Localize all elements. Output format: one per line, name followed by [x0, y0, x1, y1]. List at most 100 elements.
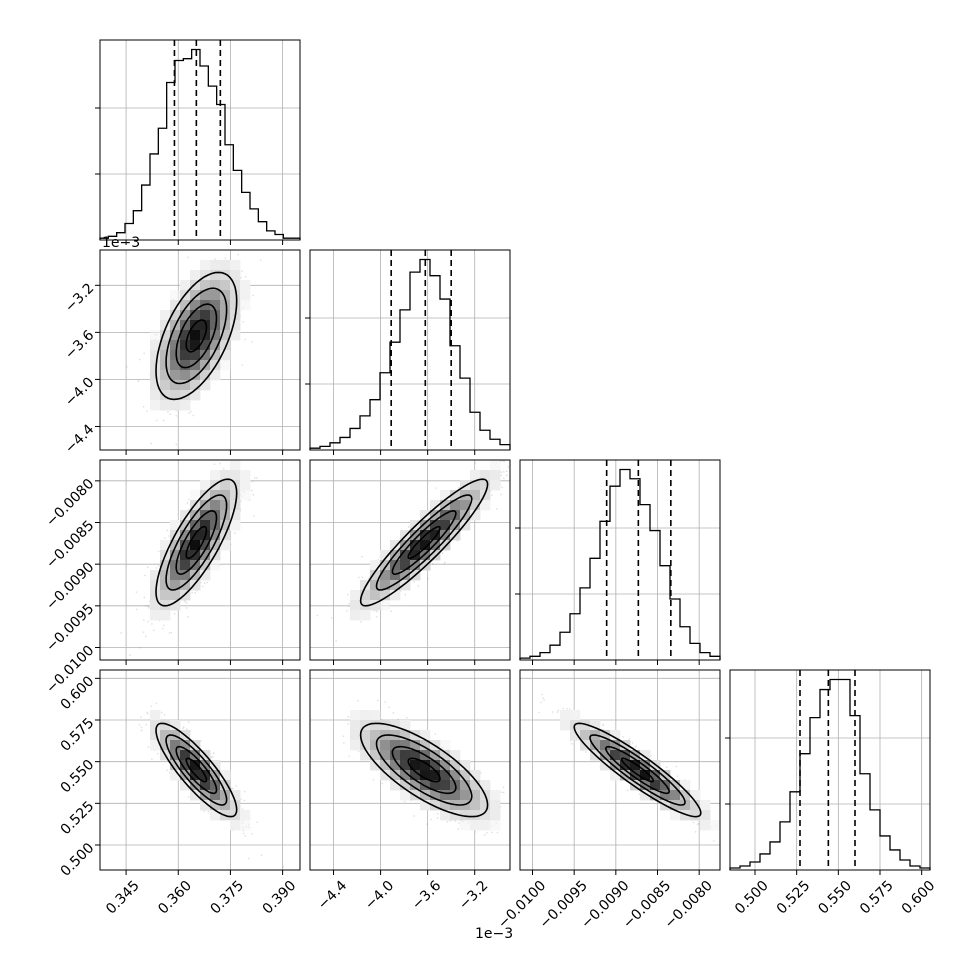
density-cell — [350, 590, 361, 601]
density-cell — [160, 590, 171, 601]
density-cell — [190, 370, 201, 381]
density-cell — [390, 540, 401, 551]
contour-1 — [391, 509, 457, 576]
density-cell — [200, 800, 211, 811]
density-cell — [220, 270, 231, 281]
panel-frame — [519, 459, 721, 661]
contour-0 — [407, 525, 441, 560]
density-cell — [600, 760, 611, 771]
panel-content — [100, 670, 300, 870]
density-cell — [190, 790, 201, 801]
density-cell — [470, 820, 481, 831]
y-tick-label: 0.575 — [58, 715, 98, 755]
density-cell — [160, 730, 171, 741]
panel-frame — [309, 669, 511, 871]
density-cell — [680, 780, 691, 791]
density-cell — [470, 800, 481, 811]
density-cell — [230, 270, 241, 281]
density-cell — [170, 400, 181, 411]
density-cell — [690, 800, 701, 811]
contour-1 — [175, 509, 218, 576]
density-cell — [190, 560, 201, 571]
density-cell — [680, 810, 691, 821]
density-cell — [160, 740, 171, 751]
density-cell — [410, 780, 421, 791]
density-cell — [360, 740, 371, 751]
density-cell — [440, 780, 451, 791]
density-cell — [480, 470, 491, 481]
density-cell — [220, 540, 231, 551]
density-cell — [190, 350, 201, 361]
density-cell — [180, 510, 191, 521]
density-cell — [490, 790, 501, 801]
density-cell — [490, 820, 501, 831]
contour-3 — [155, 271, 238, 401]
density-cell — [370, 600, 381, 611]
density-cell — [160, 540, 171, 551]
panel-frame — [729, 669, 931, 871]
density-cell — [600, 750, 611, 761]
density-cell — [400, 770, 411, 781]
density-cell — [420, 800, 431, 811]
density-cell — [390, 760, 401, 771]
density-cell — [460, 800, 471, 811]
density-cell — [200, 350, 211, 361]
density-cell — [180, 300, 191, 311]
density-cell — [620, 750, 631, 761]
density-cell — [210, 300, 221, 311]
density-cell — [160, 330, 171, 341]
density-cell — [670, 800, 681, 811]
density-cell — [230, 820, 241, 831]
density-cell — [160, 720, 171, 731]
density-cell — [190, 290, 201, 301]
density-cell — [230, 320, 241, 331]
density-cell — [600, 730, 611, 741]
density-cell — [440, 810, 451, 821]
panel-3-3 — [725, 669, 931, 875]
density-cell — [170, 380, 181, 391]
density-cell — [570, 730, 581, 741]
density-cell — [380, 550, 391, 561]
panel-2-2 — [515, 459, 721, 665]
density-cell — [170, 600, 181, 611]
density-cell — [370, 740, 381, 751]
contour-0 — [185, 319, 208, 353]
density-cell — [210, 310, 221, 321]
density-cell — [430, 530, 441, 541]
density-cell — [170, 770, 181, 781]
density-cell — [360, 580, 371, 591]
density-cell — [170, 350, 181, 361]
density-cell — [210, 290, 221, 301]
density-cell — [380, 580, 391, 591]
x-tick-label: 0.600 — [899, 878, 939, 918]
density-cell — [470, 810, 481, 821]
density-cell — [420, 510, 431, 521]
density-cell — [160, 380, 171, 391]
density-cell — [160, 360, 171, 371]
density-cell — [440, 520, 451, 531]
density-cell — [210, 500, 221, 511]
density-cell — [470, 780, 481, 791]
density-cell — [170, 550, 181, 561]
density-cell — [150, 730, 161, 741]
panel-3-2 — [519, 669, 721, 875]
density-cell — [210, 490, 221, 501]
density-cell — [240, 290, 251, 301]
density-cell — [160, 350, 171, 361]
density-cell — [400, 790, 411, 801]
density-cell — [170, 740, 181, 751]
density-cell — [440, 490, 451, 501]
density-cell — [210, 790, 221, 801]
x-tick-label: −3.6 — [409, 878, 444, 913]
density-cell — [210, 280, 221, 291]
density-cell — [420, 730, 431, 741]
density-cell — [190, 380, 201, 391]
density-cell — [210, 470, 221, 481]
contour-1 — [175, 745, 218, 795]
density-cell — [150, 610, 161, 621]
density-cell — [490, 810, 501, 821]
density-cell — [470, 770, 481, 781]
density-cell — [160, 580, 171, 591]
density-cell — [210, 560, 221, 571]
density-cell — [640, 770, 651, 781]
